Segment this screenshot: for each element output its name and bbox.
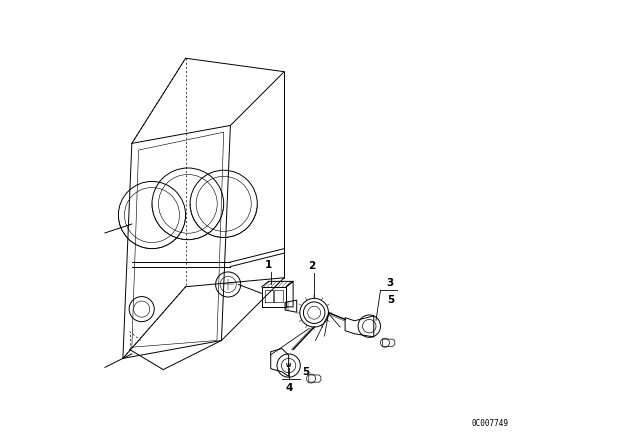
Text: 1: 1 [264,260,271,270]
Text: 2: 2 [308,261,316,271]
Text: 5: 5 [302,367,309,377]
Text: 0C007749: 0C007749 [472,419,509,428]
Text: 3: 3 [387,278,394,288]
Text: 4: 4 [286,383,293,393]
Text: W: W [286,363,291,368]
Text: 5: 5 [388,295,395,305]
